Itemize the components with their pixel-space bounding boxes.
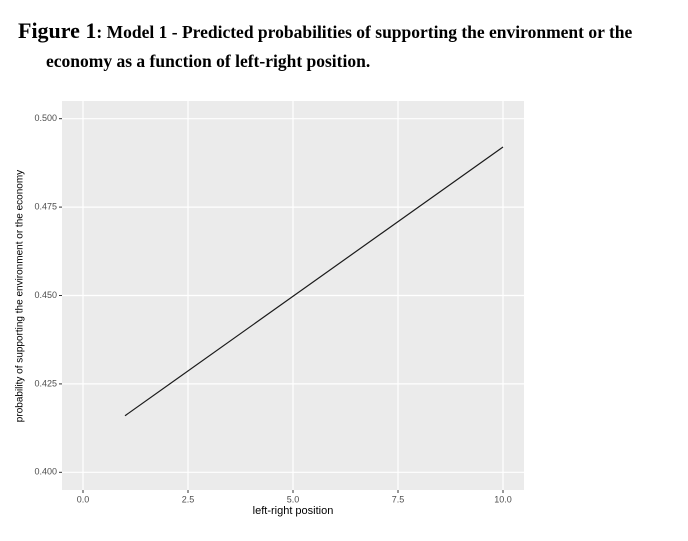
line	[124, 146, 504, 417]
x-tick-label: 10.0	[494, 494, 512, 504]
y-tick-label: 0.475	[34, 201, 57, 211]
chart-title: Figure 1: Model 1 - Predicted probabilit…	[18, 16, 678, 76]
title-text: : Model 1 - Predicted probabilities of s…	[46, 22, 633, 71]
y-tick-label: 0.500	[34, 113, 57, 123]
x-tick-label: 7.5	[392, 494, 405, 504]
y-tick-label: 0.450	[34, 290, 57, 300]
y-tick-label: 0.425	[34, 378, 57, 388]
x-tick-label: 2.5	[182, 494, 195, 504]
y-axis-label: probability of supporting the environmen…	[15, 170, 26, 422]
x-axis-label: left-right position	[253, 505, 334, 517]
figure-label: Figure 1	[18, 18, 97, 43]
x-tick-label: 5.0	[287, 494, 300, 504]
x-tick-label: 0.0	[77, 494, 90, 504]
y-tick-label: 0.400	[34, 467, 57, 477]
